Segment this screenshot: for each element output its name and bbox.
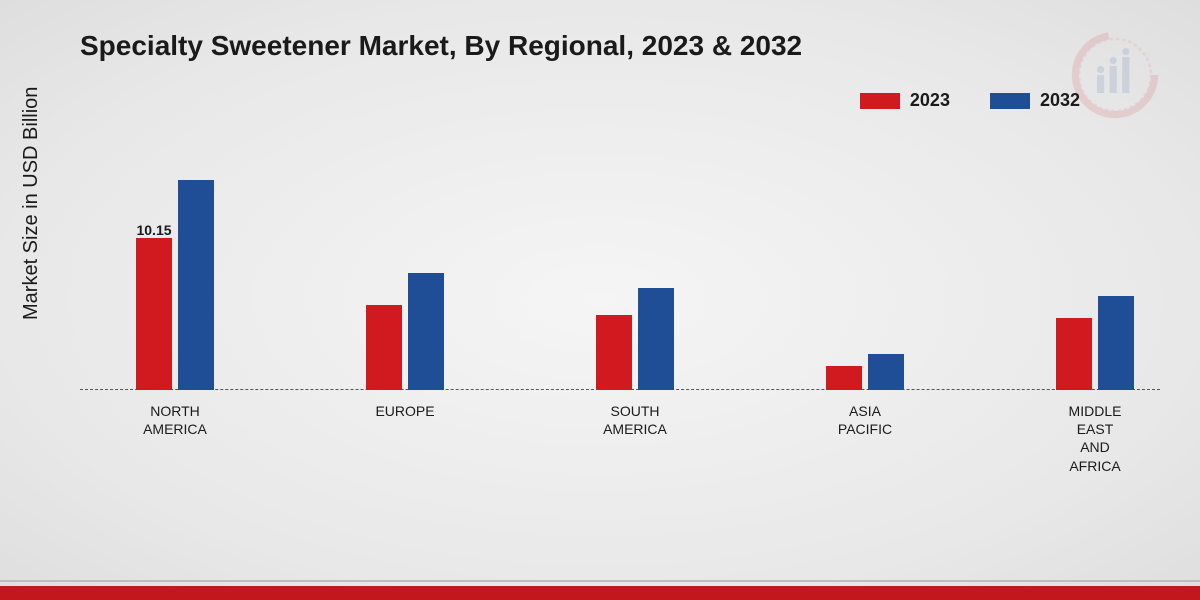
legend-swatch-2023 <box>860 93 900 109</box>
bar-2032 <box>408 273 444 390</box>
legend-swatch-2032 <box>990 93 1030 109</box>
watermark-logo <box>1070 30 1160 120</box>
chart-title: Specialty Sweetener Market, By Regional,… <box>80 30 802 62</box>
legend-label-2023: 2023 <box>910 90 950 111</box>
legend-label-2032: 2032 <box>1040 90 1080 111</box>
plot-area: 10.15NORTHAMERICAEUROPESOUTHAMERICAASIAP… <box>80 150 1160 470</box>
chart-page: Specialty Sweetener Market, By Regional,… <box>0 0 1200 600</box>
bar-group: MIDDLEEASTANDAFRICA <box>1030 296 1160 391</box>
bar-2032 <box>178 180 214 390</box>
category-label: NORTHAMERICA <box>105 402 245 438</box>
bar-2023 <box>366 305 402 391</box>
footer-bar <box>0 586 1200 600</box>
footer-divider <box>0 580 1200 582</box>
category-label: ASIAPACIFIC <box>795 402 935 438</box>
bar-group: ASIAPACIFIC <box>800 354 930 390</box>
category-label: SOUTHAMERICA <box>565 402 705 438</box>
bar-2032 <box>638 288 674 390</box>
bar-2023: 10.15 <box>136 238 172 390</box>
bar-group: EUROPE <box>340 273 470 390</box>
bar-group: SOUTHAMERICA <box>570 288 700 390</box>
bar-2023 <box>1056 318 1092 390</box>
bar-2032 <box>1098 296 1134 391</box>
legend: 2023 2032 <box>860 90 1080 111</box>
legend-item-2023: 2023 <box>860 90 950 111</box>
bar-value-label: 10.15 <box>136 222 171 238</box>
y-axis-label: Market Size in USD Billion <box>20 87 43 320</box>
bar-group: 10.15NORTHAMERICA <box>110 180 240 390</box>
category-label: EUROPE <box>335 402 475 420</box>
category-label: MIDDLEEASTANDAFRICA <box>1025 402 1165 475</box>
legend-item-2032: 2032 <box>990 90 1080 111</box>
bar-2023 <box>596 315 632 390</box>
bar-2032 <box>868 354 904 390</box>
bar-2023 <box>826 366 862 390</box>
